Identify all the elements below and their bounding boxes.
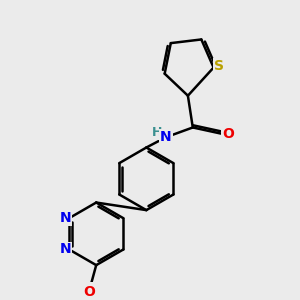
Text: O: O xyxy=(83,285,95,299)
Text: N: N xyxy=(160,130,172,144)
Text: N: N xyxy=(60,211,71,225)
Text: S: S xyxy=(214,59,224,73)
Text: H: H xyxy=(152,126,162,140)
Text: O: O xyxy=(222,127,234,141)
Text: N: N xyxy=(60,242,71,256)
